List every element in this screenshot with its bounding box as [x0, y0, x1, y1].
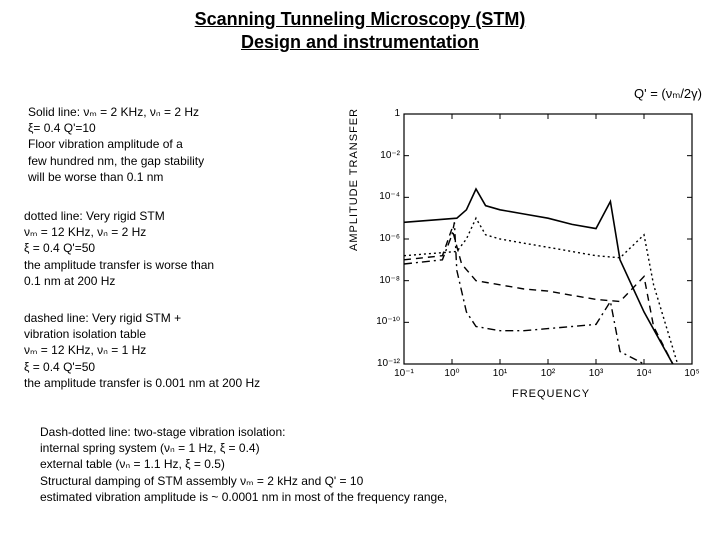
text: will be worse than 0.1 nm — [28, 169, 204, 185]
desc-dotted: dotted line: Very rigid STM νₘ = 12 KHz,… — [24, 208, 214, 289]
text: ξ = 0.4 Q'=50 — [24, 359, 260, 375]
x-tick: 10⁴ — [630, 368, 658, 379]
text: νₘ = 12 KHz, νₙ = 2 Hz — [24, 224, 214, 240]
text: estimated vibration amplitude is ~ 0.000… — [40, 489, 447, 505]
text: 0.1 nm at 200 Hz — [24, 273, 214, 289]
text: the amplitude transfer is worse than — [24, 257, 214, 273]
y-tick: 10⁻¹⁰ — [372, 316, 400, 327]
text: external table (νₙ = 1.1 Hz, ξ = 0.5) — [40, 456, 447, 472]
text: Floor vibration amplitude of a — [28, 136, 204, 152]
x-tick: 10² — [534, 368, 562, 379]
text: dotted line: Very rigid STM — [24, 208, 214, 224]
desc-dashdot: Dash-dotted line: two-stage vibration is… — [40, 424, 447, 505]
text: the amplitude transfer is 0.001 nm at 20… — [24, 375, 260, 391]
y-tick: 10⁻⁴ — [372, 191, 400, 202]
text: internal spring system (νₙ = 1 Hz, ξ = 0… — [40, 440, 447, 456]
x-tick: 10³ — [582, 368, 610, 379]
text: Structural damping of STM assembly νₘ = … — [40, 473, 447, 489]
x-tick: 10⁵ — [678, 368, 706, 379]
y-tick: 10⁻⁸ — [372, 275, 400, 286]
x-tick: 10⁻¹ — [390, 368, 418, 379]
desc-dashed: dashed line: Very rigid STM + vibration … — [24, 310, 260, 391]
text: Dash-dotted line: two-stage vibration is… — [40, 424, 447, 440]
chart-svg — [362, 106, 704, 396]
page-title: Scanning Tunneling Microscopy (STM) Desi… — [0, 8, 720, 55]
y-axis-label: AMPLITUDE TRANSFER — [348, 108, 360, 251]
text: vibration isolation table — [24, 326, 260, 342]
text: Solid line: νₘ = 2 KHz, νₙ = 2 Hz — [28, 104, 204, 120]
text: dashed line: Very rigid STM + — [24, 310, 260, 326]
desc-solid: Solid line: νₘ = 2 KHz, νₙ = 2 Hz ξ= 0.4… — [28, 104, 204, 185]
x-axis-label: FREQUENCY — [512, 388, 590, 400]
text: ξ = 0.4 Q'=50 — [24, 240, 214, 256]
title-line1: Scanning Tunneling Microscopy (STM) — [195, 9, 526, 29]
text: νₘ = 12 KHz, νₙ = 1 Hz — [24, 342, 260, 358]
text: ξ= 0.4 Q'=10 — [28, 120, 204, 136]
text: few hundred nm, the gap stability — [28, 153, 204, 169]
x-tick: 10⁰ — [438, 368, 466, 379]
y-tick: 10⁻⁶ — [372, 233, 400, 244]
y-tick: 10⁻² — [372, 150, 400, 161]
title-line2: Design and instrumentation — [241, 32, 479, 52]
amplitude-transfer-chart: AMPLITUDE TRANSFER FREQUENCY 10⁻¹²10⁻¹⁰1… — [362, 106, 704, 396]
x-tick: 10¹ — [486, 368, 514, 379]
y-tick: 1 — [372, 108, 400, 119]
formula-q-prime: Q' = (νₘ/2γ) — [634, 86, 702, 102]
